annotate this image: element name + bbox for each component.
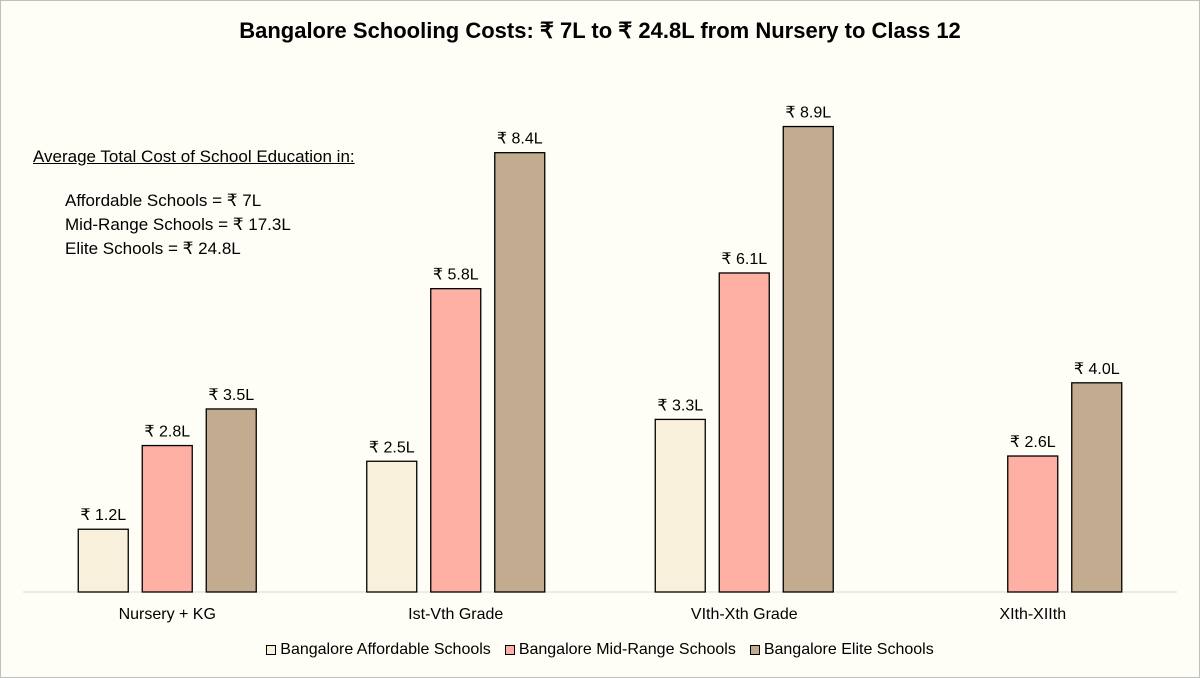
data-label-elite-1: ₹ 8.4L (497, 131, 543, 148)
legend-swatch-affordable (266, 645, 277, 655)
chart-title: Bangalore Schooling Costs: ₹ 7L to ₹ 24.… (239, 18, 961, 43)
bar-affordable-2 (654, 418, 706, 593)
legend-label-elite: Bangalore Elite Schools (763, 641, 934, 658)
data-label-affordable-0: ₹ 1.2L (80, 507, 126, 524)
data-label-elite-2: ₹ 8.9L (785, 105, 831, 122)
x-tick-label-0: Nursery + KG (119, 606, 216, 623)
bar-mid-range-0 (141, 444, 193, 593)
annotation-heading: Average Total Cost of School Education i… (33, 147, 355, 166)
x-tick-label-2: VIth-Xth Grade (691, 606, 798, 623)
legend-item-mid-range: Bangalore Mid-Range Schools (504, 641, 736, 659)
bar-affordable-0 (77, 528, 129, 593)
annotation-line-mid-range: Mid-Range Schools = ₹ 17.3L (65, 215, 291, 234)
legend-label-mid-range: Bangalore Mid-Range Schools (518, 641, 736, 658)
data-label-affordable-1: ₹ 2.5L (369, 439, 415, 456)
x-tick-label-3: XIth-XIIth (999, 606, 1066, 623)
data-label-affordable-2: ₹ 3.3L (657, 397, 703, 414)
legend-item-elite: Bangalore Elite Schools (749, 641, 934, 659)
chart-legend: Bangalore Affordable Schools Bangalore M… (1, 641, 1199, 659)
legend-label-affordable: Bangalore Affordable Schools (280, 641, 491, 658)
legend-swatch-mid-range (504, 645, 515, 655)
data-label-mid-range-2: ₹ 6.1L (721, 251, 767, 268)
annotation-line-affordable: Affordable Schools = ₹ 7L (65, 191, 262, 210)
x-tick-label-1: Ist-Vth Grade (408, 606, 503, 623)
data-label-mid-range-1: ₹ 5.8L (433, 267, 479, 284)
bar-elite-3 (1071, 382, 1123, 593)
data-label-mid-range-0: ₹ 2.8L (144, 424, 190, 441)
bar-elite-0 (205, 408, 257, 593)
bar-elite-1 (494, 152, 546, 593)
bar-mid-range-3 (1007, 455, 1059, 593)
legend-swatch-elite (749, 645, 760, 655)
data-label-mid-range-3: ₹ 2.6L (1010, 434, 1056, 451)
bar-mid-range-2 (718, 272, 770, 593)
bar-elite-2 (782, 125, 834, 593)
legend-item-affordable: Bangalore Affordable Schools (266, 641, 491, 659)
data-label-elite-3: ₹ 4.0L (1074, 361, 1120, 378)
bar-affordable-1 (366, 460, 418, 593)
annotation-line-elite: Elite Schools = ₹ 24.8L (65, 239, 241, 258)
data-label-elite-0: ₹ 3.5L (208, 387, 254, 404)
bar-mid-range-1 (430, 288, 482, 593)
